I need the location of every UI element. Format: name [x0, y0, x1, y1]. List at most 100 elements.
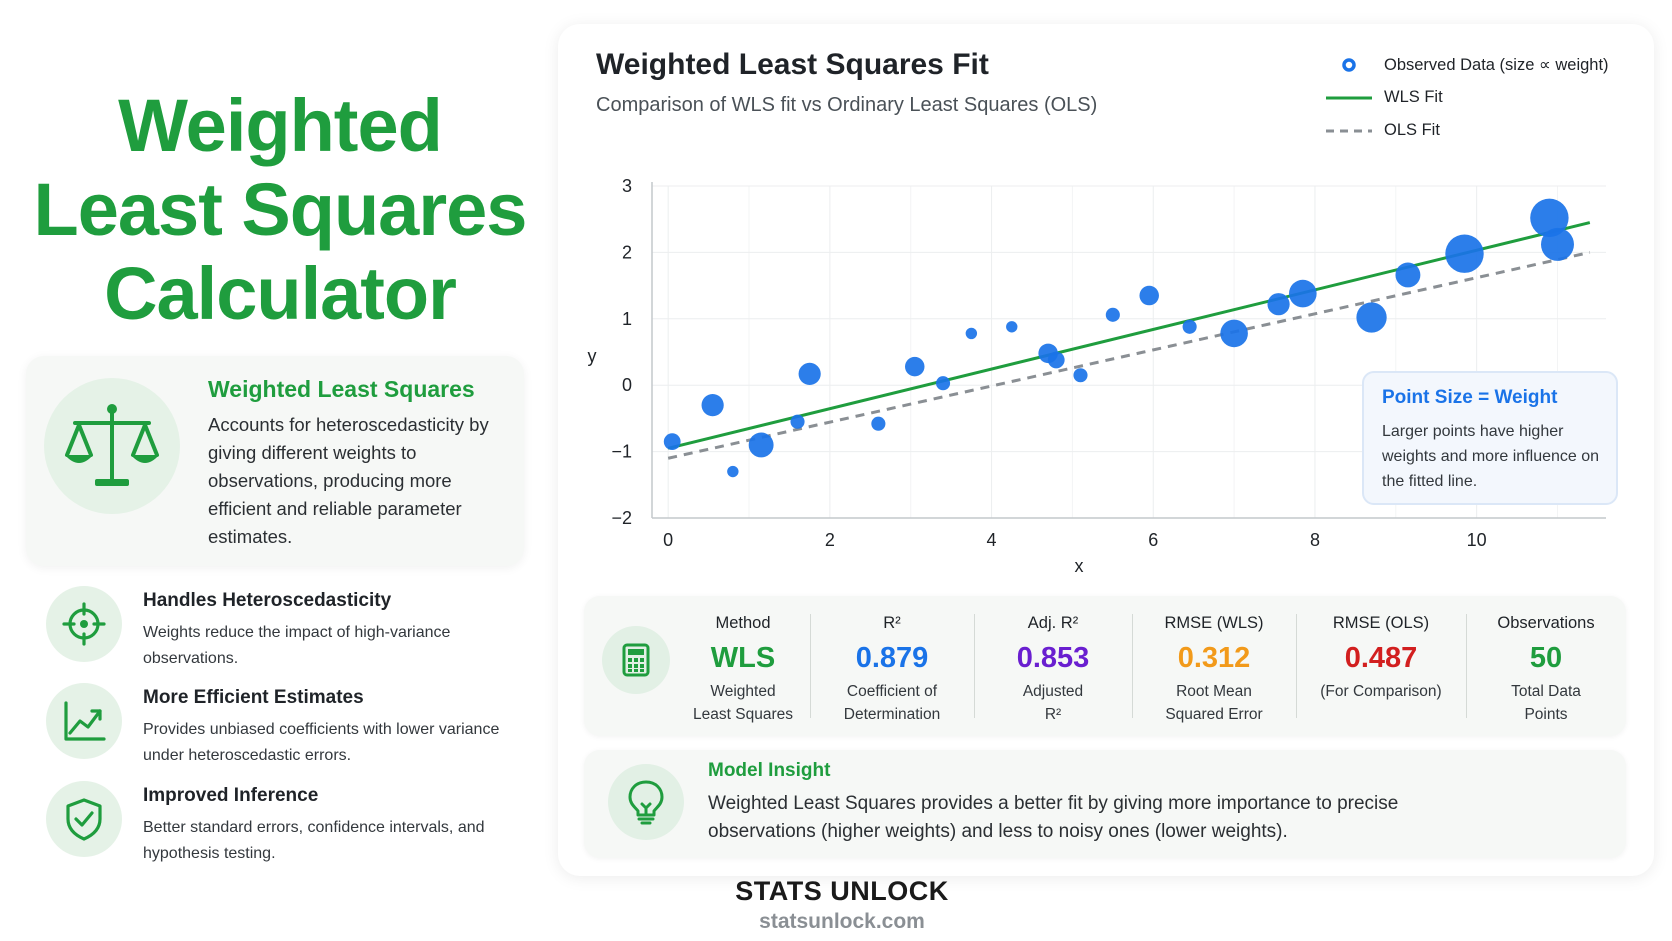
feature-efficient-estimates: More Efficient Estimates Provides unbias… [42, 683, 522, 773]
stat-value: WLS [710, 642, 776, 674]
stat-head: R² [883, 614, 901, 632]
y-tick-label: −2 [611, 508, 632, 528]
data-point [871, 416, 886, 431]
weight-note-text: Larger points have higher weights and mo… [1382, 423, 1600, 490]
stat-desc: (For Comparison) [1320, 683, 1442, 700]
stat-desc: Weighted Least Squares [693, 683, 793, 723]
stat-rmse-ols: RMSE (OLS) 0.487 (For Comparison) [1296, 610, 1466, 722]
stat-value: 0.879 [855, 642, 929, 674]
y-axis-label: y [588, 346, 597, 366]
y-tick-label: 2 [622, 242, 632, 262]
data-point [798, 362, 821, 386]
data-point [1530, 198, 1569, 238]
main-title-line: Calculator [104, 252, 457, 335]
stat-divider [1296, 614, 1297, 718]
ols-fit-line [667, 250, 1591, 460]
legend-label: OLS Fit [1384, 121, 1440, 139]
stat-head: RMSE (OLS) [1332, 614, 1430, 632]
x-axis-label: x [1075, 556, 1084, 576]
stat-value: 0.853 [1016, 642, 1090, 674]
stat-head: Observations [1497, 614, 1595, 632]
data-point [1356, 302, 1387, 333]
stat-r2: R² 0.879 Coefficient of Determination [810, 610, 974, 723]
info-card-text: Accounts for heteroscedasticity by givin… [208, 414, 489, 547]
stat-divider [1466, 614, 1467, 718]
legend-line-ols [1326, 129, 1372, 133]
calculator-icon [602, 626, 670, 694]
stat-divider [1132, 614, 1133, 718]
x-tick-label: 10 [1467, 530, 1487, 550]
data-point [1006, 321, 1018, 333]
insight-title: Model Insight [708, 760, 831, 781]
stat-head: Adj. R² [1027, 614, 1079, 632]
data-point [965, 327, 978, 340]
data-point [1139, 285, 1159, 306]
stat-desc: Adjusted R² [1022, 683, 1084, 723]
main-title-line: Weighted [118, 84, 443, 167]
balance-scale-icon [44, 378, 180, 514]
data-point [1182, 319, 1197, 334]
data-point [790, 414, 805, 429]
stat-head: Method [715, 614, 771, 632]
data-point [701, 394, 724, 417]
data-point [727, 465, 739, 478]
stat-value: 0.487 [1344, 642, 1418, 674]
y-tick-label: −1 [611, 442, 632, 462]
shield-check-icon [46, 781, 122, 857]
main-title: Weighted Least Squares Calculator [20, 84, 540, 336]
x-tick-label: 0 [663, 530, 673, 550]
x-tick-label: 8 [1310, 530, 1320, 550]
stat-adj-r2: Adj. R² 0.853 Adjusted R² [974, 610, 1132, 723]
data-point [1073, 368, 1088, 383]
insight-text: Weighted Least Squares provides a better… [708, 793, 1399, 842]
stat-method: Method WLS Weighted Least Squares [670, 610, 816, 723]
data-point [1289, 279, 1317, 308]
lightbulb-icon [608, 764, 684, 840]
data-point [1105, 307, 1120, 322]
weight-note-title: Point Size = Weight [1382, 387, 1558, 408]
feature-title: More Efficient Estimates [143, 687, 364, 708]
data-point [748, 432, 774, 458]
y-tick-label: 0 [622, 375, 632, 395]
stat-desc: Coefficient of Determination [843, 683, 941, 723]
x-tick-label: 4 [987, 530, 997, 550]
stat-desc: Total Data Points [1511, 683, 1581, 723]
weight-note-box: Point Size = Weight Larger points have h… [1362, 371, 1618, 505]
stat-head: RMSE (WLS) [1164, 614, 1264, 632]
target-icon [46, 586, 122, 662]
x-tick-label: 2 [825, 530, 835, 550]
stat-desc: Root Mean Squared Error [1165, 683, 1263, 723]
x-tick-label: 6 [1148, 530, 1158, 550]
stats-strip: Method WLS Weighted Least Squares R² 0.8… [584, 596, 1626, 736]
data-point [1220, 319, 1248, 348]
legend-line-wls [1326, 96, 1372, 100]
data-point [936, 376, 951, 391]
data-point [663, 433, 681, 451]
data-point [1047, 351, 1065, 369]
stat-value: 50 [1529, 642, 1563, 674]
feature-improved-inference: Improved Inference Better standard error… [42, 781, 522, 871]
data-point [1540, 227, 1574, 261]
feature-text: Better standard errors, confidence inter… [143, 819, 485, 862]
stat-value: 0.312 [1177, 642, 1251, 674]
data-point [1395, 262, 1421, 288]
stat-divider [810, 614, 811, 718]
chart-subtitle: Comparison of WLS fit vs Ordinary Least … [596, 94, 1098, 116]
legend-marker-observed [1342, 58, 1356, 72]
stat-observations: Observations 50 Total Data Points [1466, 610, 1626, 723]
y-tick-label: 3 [622, 176, 632, 196]
data-point [1445, 234, 1484, 273]
feature-title: Handles Heteroscedasticity [143, 590, 392, 611]
trend-chart-icon [46, 683, 122, 759]
data-point [1267, 293, 1290, 316]
info-card-title: Weighted Least Squares [208, 376, 475, 402]
stat-divider [974, 614, 975, 718]
legend-label: Observed Data (size ∝ weight) [1384, 56, 1609, 74]
feature-text: Provides unbiased coefficients with lowe… [143, 721, 500, 764]
brand-url[interactable]: statsunlock.com [759, 910, 925, 933]
data-point [905, 356, 925, 377]
feature-heteroscedasticity: Handles Heteroscedasticity Weights reduc… [42, 586, 522, 676]
chart-title: Weighted Least Squares Fit [596, 48, 989, 81]
